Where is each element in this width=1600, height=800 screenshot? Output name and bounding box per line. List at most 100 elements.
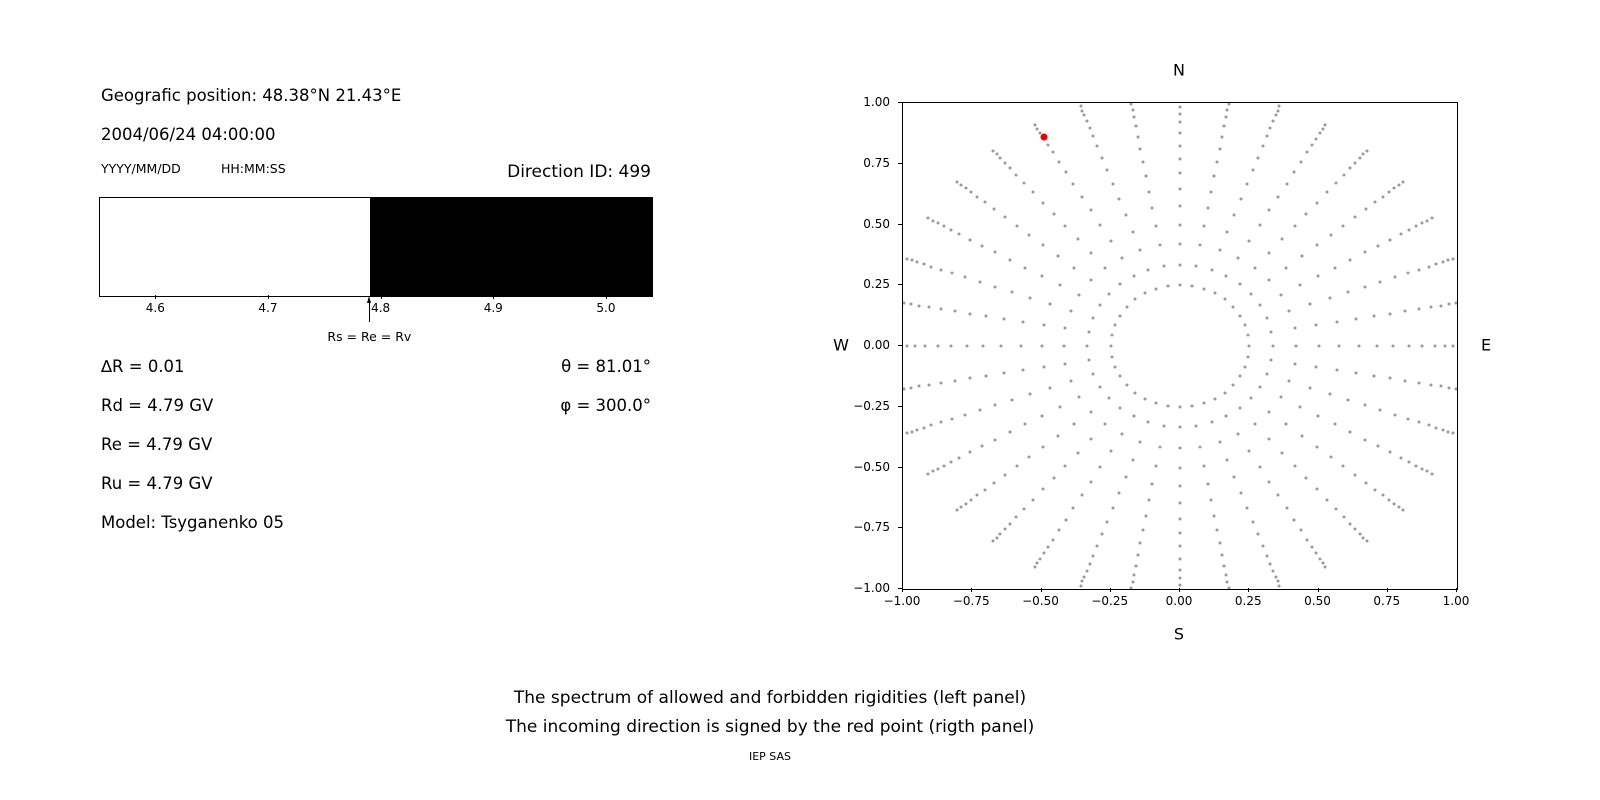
asymptotic-direction-dot — [1318, 557, 1322, 561]
asymptotic-direction-dot — [1224, 573, 1228, 577]
asymptotic-direction-dot — [1072, 266, 1076, 270]
asymptotic-direction-dot — [903, 387, 906, 391]
asymptotic-direction-dot — [991, 149, 995, 153]
asymptotic-direction-dot — [1141, 160, 1145, 164]
asymptotic-direction-dot — [1401, 180, 1405, 184]
asymptotic-direction-dot — [1238, 282, 1242, 286]
asymptotic-direction-dot — [964, 186, 968, 190]
asymptotic-direction-dot — [1085, 119, 1089, 123]
scatter-y-tick — [898, 345, 902, 346]
asymptotic-direction-dot — [1178, 425, 1182, 429]
asymptotic-direction-dot — [1417, 307, 1421, 311]
asymptotic-direction-dot — [1401, 508, 1405, 512]
asymptotic-direction-dot — [1064, 170, 1068, 174]
asymptotic-direction-dot — [1087, 330, 1091, 334]
asymptotic-direction-dot — [1314, 323, 1318, 327]
asymptotic-direction-dot — [1247, 239, 1251, 243]
asymptotic-direction-dot — [1103, 422, 1107, 426]
asymptotic-direction-dot — [1224, 115, 1228, 119]
asymptotic-direction-dot — [1147, 498, 1151, 502]
asymptotic-direction-dot — [1125, 383, 1129, 387]
asymptotic-direction-dot — [1333, 266, 1337, 270]
asymptotic-direction-dot — [1276, 109, 1280, 113]
asymptotic-direction-dot — [910, 430, 914, 434]
asymptotic-direction-dot — [1292, 170, 1296, 174]
spectrum-x-tick — [493, 295, 495, 299]
asymptotic-direction-dot — [1003, 215, 1007, 219]
asymptotic-direction-dot — [1194, 424, 1198, 428]
asymptotic-direction-dot — [1138, 147, 1142, 151]
asymptotic-direction-dot — [942, 224, 946, 228]
asymptotic-direction-dot — [1056, 434, 1060, 438]
asymptotic-direction-dot — [939, 307, 943, 311]
asymptotic-direction-dot — [1238, 374, 1242, 378]
asymptotic-direction-dot — [1178, 105, 1182, 109]
asymptotic-direction-dot — [953, 379, 957, 383]
asymptotic-direction-dot — [1113, 323, 1117, 327]
asymptotic-direction-dot — [1267, 251, 1271, 255]
asymptotic-direction-dot — [1265, 134, 1269, 138]
asymptotic-direction-dot — [1003, 527, 1007, 531]
asymptotic-direction-dot — [1220, 553, 1224, 557]
asymptotic-direction-dot — [1063, 464, 1067, 468]
asymptotic-direction-dot — [1225, 580, 1229, 584]
north-label: N — [1173, 60, 1185, 80]
asymptotic-direction-dot — [1267, 208, 1271, 212]
asymptotic-direction-dot — [1098, 223, 1102, 227]
asymptotic-direction-dot — [998, 532, 1002, 536]
asymptotic-direction-dot — [1239, 491, 1243, 495]
asymptotic-direction-dot — [1042, 365, 1046, 369]
asymptotic-direction-dot — [1202, 401, 1206, 405]
asymptotic-direction-dot — [1089, 208, 1093, 212]
asymptotic-direction-dot — [1430, 216, 1434, 220]
asymptotic-direction-dot — [1202, 464, 1206, 468]
asymptotic-direction-dot — [1198, 243, 1202, 247]
asymptotic-direction-dot — [1105, 520, 1109, 524]
asymptotic-direction-dot — [1019, 344, 1023, 348]
asymptotic-direction-dot — [1091, 554, 1095, 558]
asymptotic-direction-dot — [1100, 156, 1104, 160]
asymptotic-direction-dot — [1285, 506, 1289, 510]
asymptotic-direction-dot — [1388, 450, 1392, 454]
asymptotic-direction-dot — [975, 493, 979, 497]
asymptotic-direction-dot — [1131, 108, 1135, 112]
asymptotic-direction-dot — [1132, 274, 1136, 277]
asymptotic-direction-dot — [1194, 264, 1198, 268]
asymptotic-direction-dot — [1321, 561, 1325, 565]
asymptotic-direction-dot — [1178, 484, 1182, 488]
asymptotic-direction-dot — [939, 420, 943, 424]
scatter-y-tick-label: −0.75 — [853, 520, 890, 535]
asymptotic-direction-dot — [968, 312, 972, 315]
asymptotic-direction-dot — [1417, 268, 1421, 272]
asymptotic-direction-dot — [983, 488, 987, 492]
scatter-y-axis-labels: −1.00 −0.75 −0.50 −0.25 0.00 0.25 0.50 0.75 1.00 — [810, 95, 894, 595]
asymptotic-direction-dot — [1265, 316, 1269, 320]
asymptotic-direction-dot — [1144, 174, 1148, 178]
spectrum-x-tick-label: 4.9 — [483, 301, 503, 315]
asymptotic-direction-dot — [1274, 113, 1278, 117]
asymptotic-direction-dot — [1299, 528, 1303, 532]
asymptotic-direction-dot — [1150, 482, 1154, 486]
asymptotic-direction-dot — [1399, 456, 1403, 460]
asymptotic-direction-dot — [1098, 303, 1102, 307]
asymptotic-direction-dot — [953, 309, 957, 313]
asymptotic-direction-dot — [1095, 144, 1099, 148]
west-label: W — [833, 335, 849, 355]
asymptotic-direction-dot — [959, 505, 963, 509]
asymptotic-direction-dot — [1407, 460, 1411, 464]
asymptotic-direction-dot — [1447, 302, 1451, 306]
asymptotic-direction-dot — [1133, 391, 1137, 395]
asymptotic-direction-dot — [1298, 405, 1302, 409]
scatter-y-tick-label: 0.50 — [863, 216, 890, 231]
asymptotic-direction-dot — [991, 539, 995, 543]
asymptotic-direction-dot — [1198, 445, 1202, 448]
asymptotic-direction-dot — [959, 183, 963, 187]
asymptotic-direction-dot — [1041, 201, 1045, 205]
asymptotic-direction-dot — [1387, 190, 1391, 194]
asymptotic-direction-dot — [1222, 564, 1226, 568]
asymptotic-direction-dot — [1118, 282, 1122, 286]
asymptotic-direction-dot — [1246, 333, 1250, 337]
asymptotic-direction-dot — [942, 464, 946, 468]
spectrum-x-tick-label: 4.7 — [258, 301, 278, 315]
asymptotic-direction-dot — [1089, 437, 1093, 441]
